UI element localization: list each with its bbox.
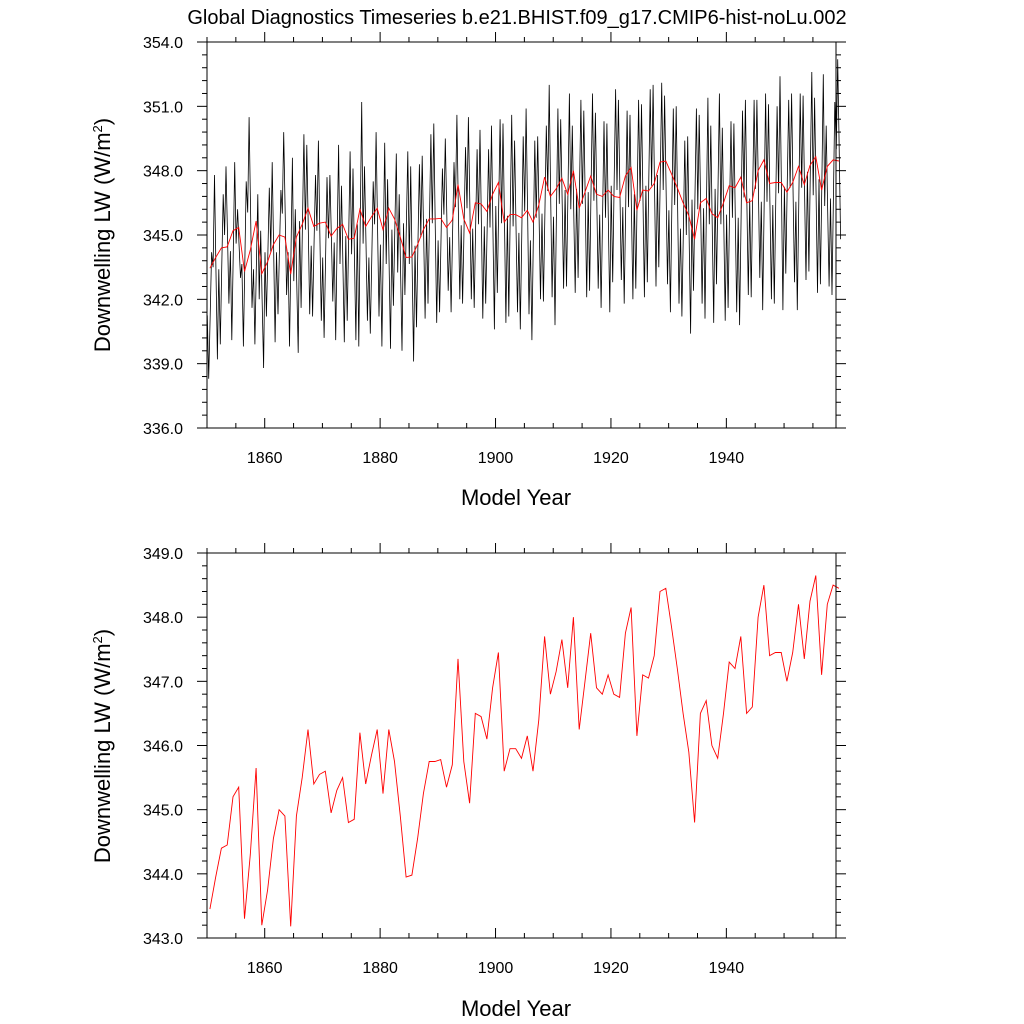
top-x-tick-label: 1860	[247, 450, 283, 467]
top-plot-area	[206, 59, 841, 379]
top-y-tick-label: 345.0	[143, 228, 183, 245]
bottom-x-tick-label: 1940	[709, 960, 745, 977]
bottom-y-tick-label: 349.0	[143, 546, 183, 563]
top-series-annual-line	[209, 155, 839, 276]
bottom-y-tick-label: 345.0	[143, 803, 183, 820]
bottom-y-tick-label: 343.0	[143, 931, 183, 948]
top-x-tick-label: 1900	[478, 450, 514, 467]
top-panel: 1860 1880 1900 1920 1940 336.0 339.0 342.0 345.0…	[90, 32, 846, 510]
bottom-x-tick-label: 1880	[362, 960, 398, 977]
bottom-x-axis-title: Model Year	[461, 996, 571, 1021]
bottom-panel: 1860 1880 1900 1920 1940 343.0 344.0 345.0 346.0…	[90, 543, 846, 1021]
top-y-tick-label: 342.0	[143, 292, 183, 309]
top-x-tick-label: 1940	[709, 450, 745, 467]
bottom-y-axis-title: Downwelling LW (W/m2)	[90, 629, 115, 863]
top-y-tick-label: 336.0	[143, 421, 183, 438]
top-x-axis-title: Model Year	[461, 485, 571, 510]
bottom-series-annual-line	[209, 575, 840, 927]
bottom-y-tick-label: 348.0	[143, 610, 183, 627]
figure-title: Global Diagnostics Timeseries b.e21.BHIS…	[187, 7, 846, 29]
bottom-y-tick-label: 347.0	[143, 674, 183, 691]
top-y-tick-label: 348.0	[143, 164, 183, 181]
bottom-x-tick-label: 1920	[593, 960, 629, 977]
bottom-y-tick-label: 346.0	[143, 739, 183, 756]
top-y-axis-title: Downwelling LW (W/m2)	[90, 118, 115, 352]
top-x-tick-label: 1920	[593, 450, 629, 467]
bottom-axis-ticks: 1860 1880 1900 1920 1940 343.0 344.0 345.0 346.0…	[143, 543, 846, 977]
top-y-tick-label: 354.0	[143, 35, 183, 52]
bottom-y-tick-label: 344.0	[143, 867, 183, 884]
top-y-tick-label: 351.0	[143, 99, 183, 116]
top-x-tick-label: 1880	[362, 450, 398, 467]
top-axis-ticks: 1860 1880 1900 1920 1940 336.0 339.0 342.0 345.0…	[143, 32, 846, 467]
bottom-x-tick-label: 1900	[478, 960, 514, 977]
bottom-x-tick-label: 1860	[247, 960, 283, 977]
bottom-plot-frame	[206, 552, 837, 939]
top-y-tick-label: 339.0	[143, 357, 183, 374]
top-series-monthly-line	[206, 59, 841, 379]
bottom-plot-area	[209, 575, 840, 927]
